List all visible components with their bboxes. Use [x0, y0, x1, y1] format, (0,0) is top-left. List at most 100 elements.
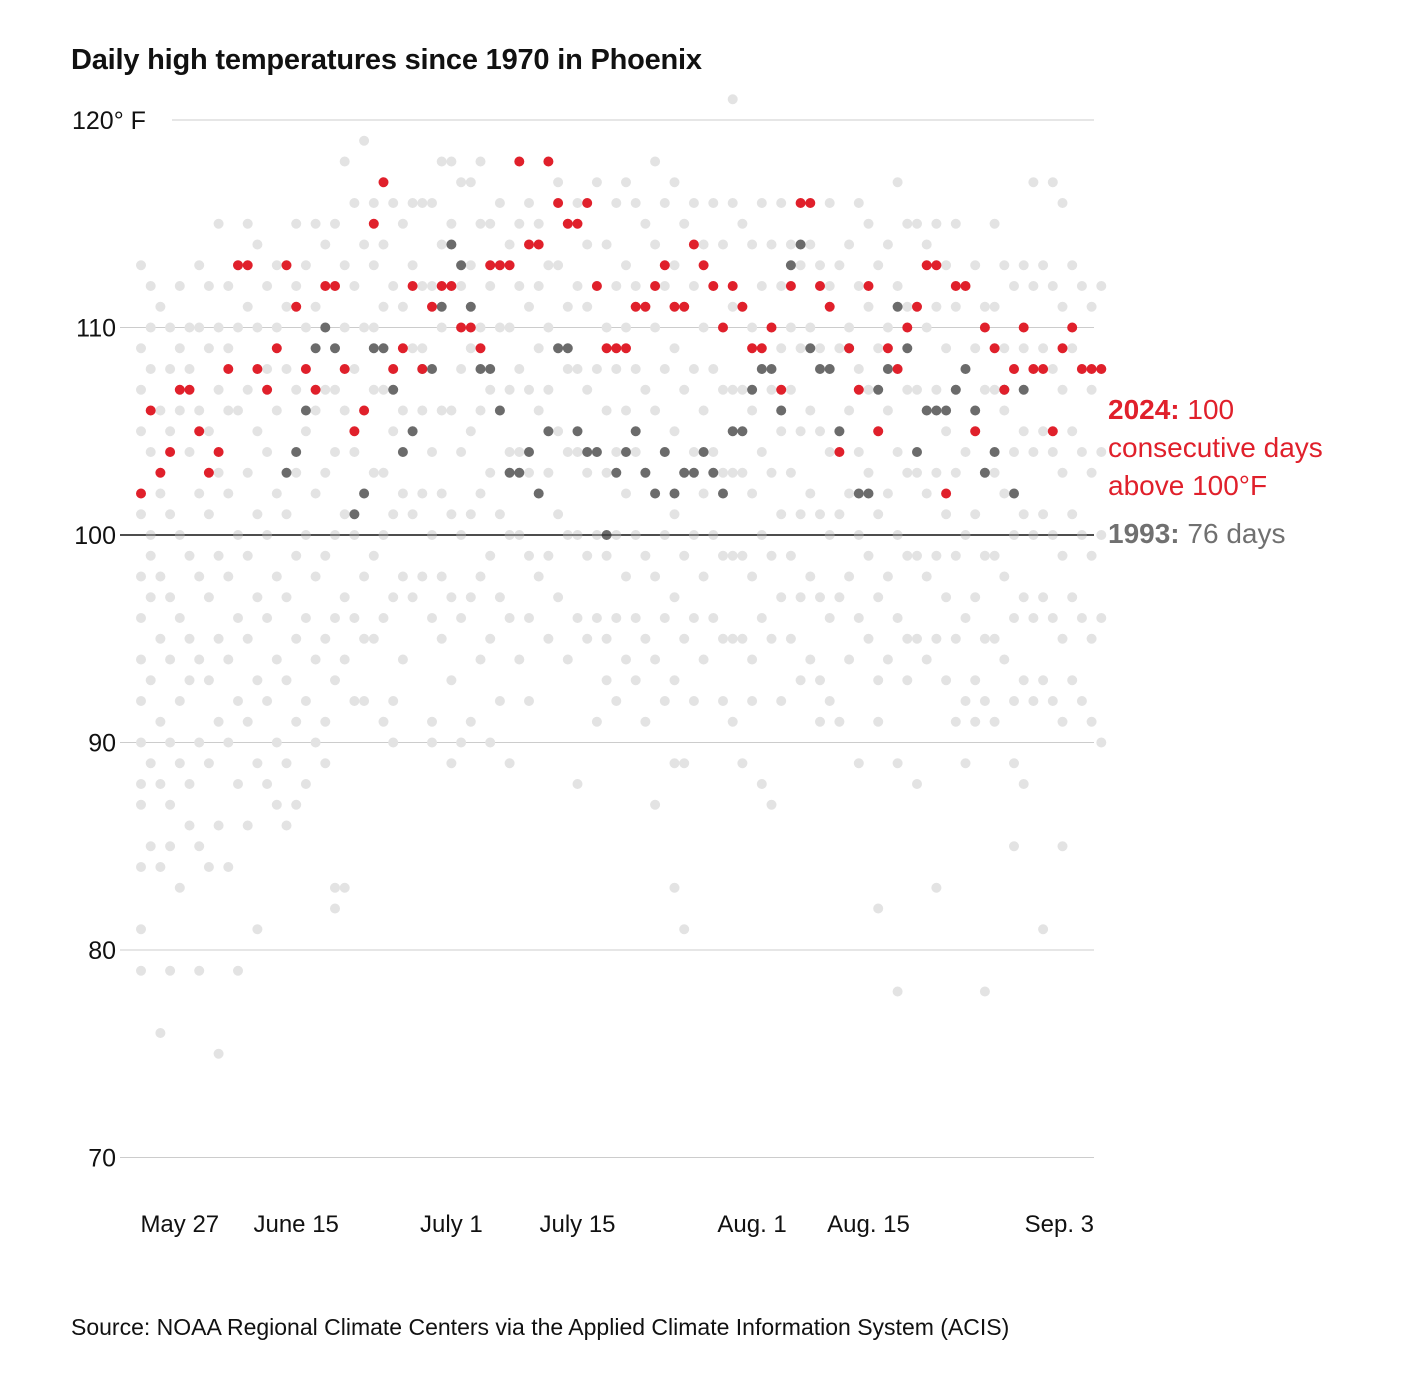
point-other-year [912, 550, 922, 561]
point-2024 [136, 488, 146, 499]
point-1993 [882, 364, 893, 374]
point-other-year [271, 405, 282, 416]
point-1993 [485, 364, 496, 374]
point-other-year [465, 509, 476, 520]
point-other-year [465, 260, 476, 271]
point-other-year [737, 550, 748, 561]
point-other-year [145, 281, 156, 291]
point-other-year [892, 758, 903, 769]
point-other-year [737, 758, 748, 769]
point-1993 [950, 384, 961, 395]
point-other-year [727, 467, 738, 478]
point-other-year [960, 696, 971, 706]
point-other-year [621, 654, 631, 665]
point-other-year [999, 571, 1010, 582]
point-other-year [950, 716, 961, 727]
point-other-year [427, 447, 437, 457]
point-other-year [931, 384, 942, 395]
point-other-year [213, 384, 224, 395]
point-1993 [834, 426, 845, 437]
point-other-year [427, 281, 437, 291]
point-other-year [504, 239, 515, 250]
point-other-year [1086, 716, 1097, 727]
point-other-year [1057, 633, 1068, 644]
point-other-year [572, 779, 583, 789]
point-other-year [611, 447, 622, 457]
point-other-year [262, 447, 273, 457]
point-1993 [456, 260, 467, 271]
point-other-year [708, 613, 719, 623]
point-other-year [145, 758, 156, 769]
point-other-year [194, 405, 205, 416]
point-other-year [1028, 696, 1039, 706]
annotation-2024-text: 100 consecutive days above 100°F [1108, 394, 1323, 501]
point-other-year [465, 426, 476, 437]
point-other-year [485, 550, 496, 561]
point-other-year [417, 198, 428, 208]
point-other-year [718, 696, 728, 706]
point-other-year [572, 613, 583, 623]
point-other-year [310, 654, 321, 665]
point-other-year [960, 447, 971, 457]
point-other-year [339, 654, 350, 665]
point-other-year [785, 633, 796, 644]
y-tick-label-120: 120° F [72, 107, 146, 135]
point-other-year [533, 343, 544, 354]
point-other-year [863, 633, 874, 644]
point-2024 [960, 281, 971, 291]
point-other-year [727, 550, 738, 561]
point-other-year [368, 198, 379, 208]
point-other-year [397, 405, 408, 416]
point-other-year [184, 550, 195, 561]
point-other-year [252, 592, 263, 603]
point-other-year [281, 509, 292, 520]
point-1993 [1009, 488, 1019, 499]
point-other-year [834, 509, 845, 520]
point-other-year [756, 198, 767, 208]
point-2024 [475, 343, 486, 354]
point-other-year [388, 198, 399, 208]
point-other-year [465, 592, 476, 603]
point-other-year [524, 613, 534, 623]
point-other-year [863, 550, 874, 561]
point-other-year [252, 924, 263, 935]
point-2024 [174, 384, 185, 395]
point-other-year [1067, 592, 1078, 603]
point-other-year [407, 343, 418, 354]
point-other-year [572, 447, 583, 457]
point-1993 [504, 467, 515, 478]
point-other-year [388, 509, 399, 520]
point-other-year [1009, 613, 1019, 623]
point-other-year [436, 488, 447, 499]
point-other-year [844, 239, 855, 250]
point-other-year [291, 281, 302, 291]
point-other-year [621, 571, 631, 582]
point-2024 [679, 301, 690, 312]
point-other-year [873, 343, 884, 354]
point-1993 [669, 488, 680, 499]
point-other-year [679, 384, 690, 395]
point-other-year [562, 447, 573, 457]
point-other-year [174, 613, 185, 623]
point-other-year [1067, 343, 1078, 354]
point-other-year [494, 592, 505, 603]
point-other-year [960, 758, 971, 769]
point-other-year [882, 488, 893, 499]
point-other-year [970, 260, 981, 271]
point-2024 [815, 281, 825, 291]
point-other-year [902, 467, 913, 478]
point-other-year [388, 426, 399, 437]
point-other-year [756, 447, 767, 457]
point-1993 [853, 488, 864, 499]
point-other-year [688, 364, 699, 374]
point-other-year [1057, 716, 1068, 727]
point-other-year [718, 550, 728, 561]
point-1993 [446, 239, 457, 250]
point-other-year [320, 758, 331, 769]
point-2024 [194, 426, 205, 437]
point-other-year [446, 758, 457, 769]
point-other-year [233, 965, 243, 976]
point-other-year [524, 384, 534, 395]
point-other-year [630, 675, 641, 686]
point-other-year [524, 696, 534, 706]
